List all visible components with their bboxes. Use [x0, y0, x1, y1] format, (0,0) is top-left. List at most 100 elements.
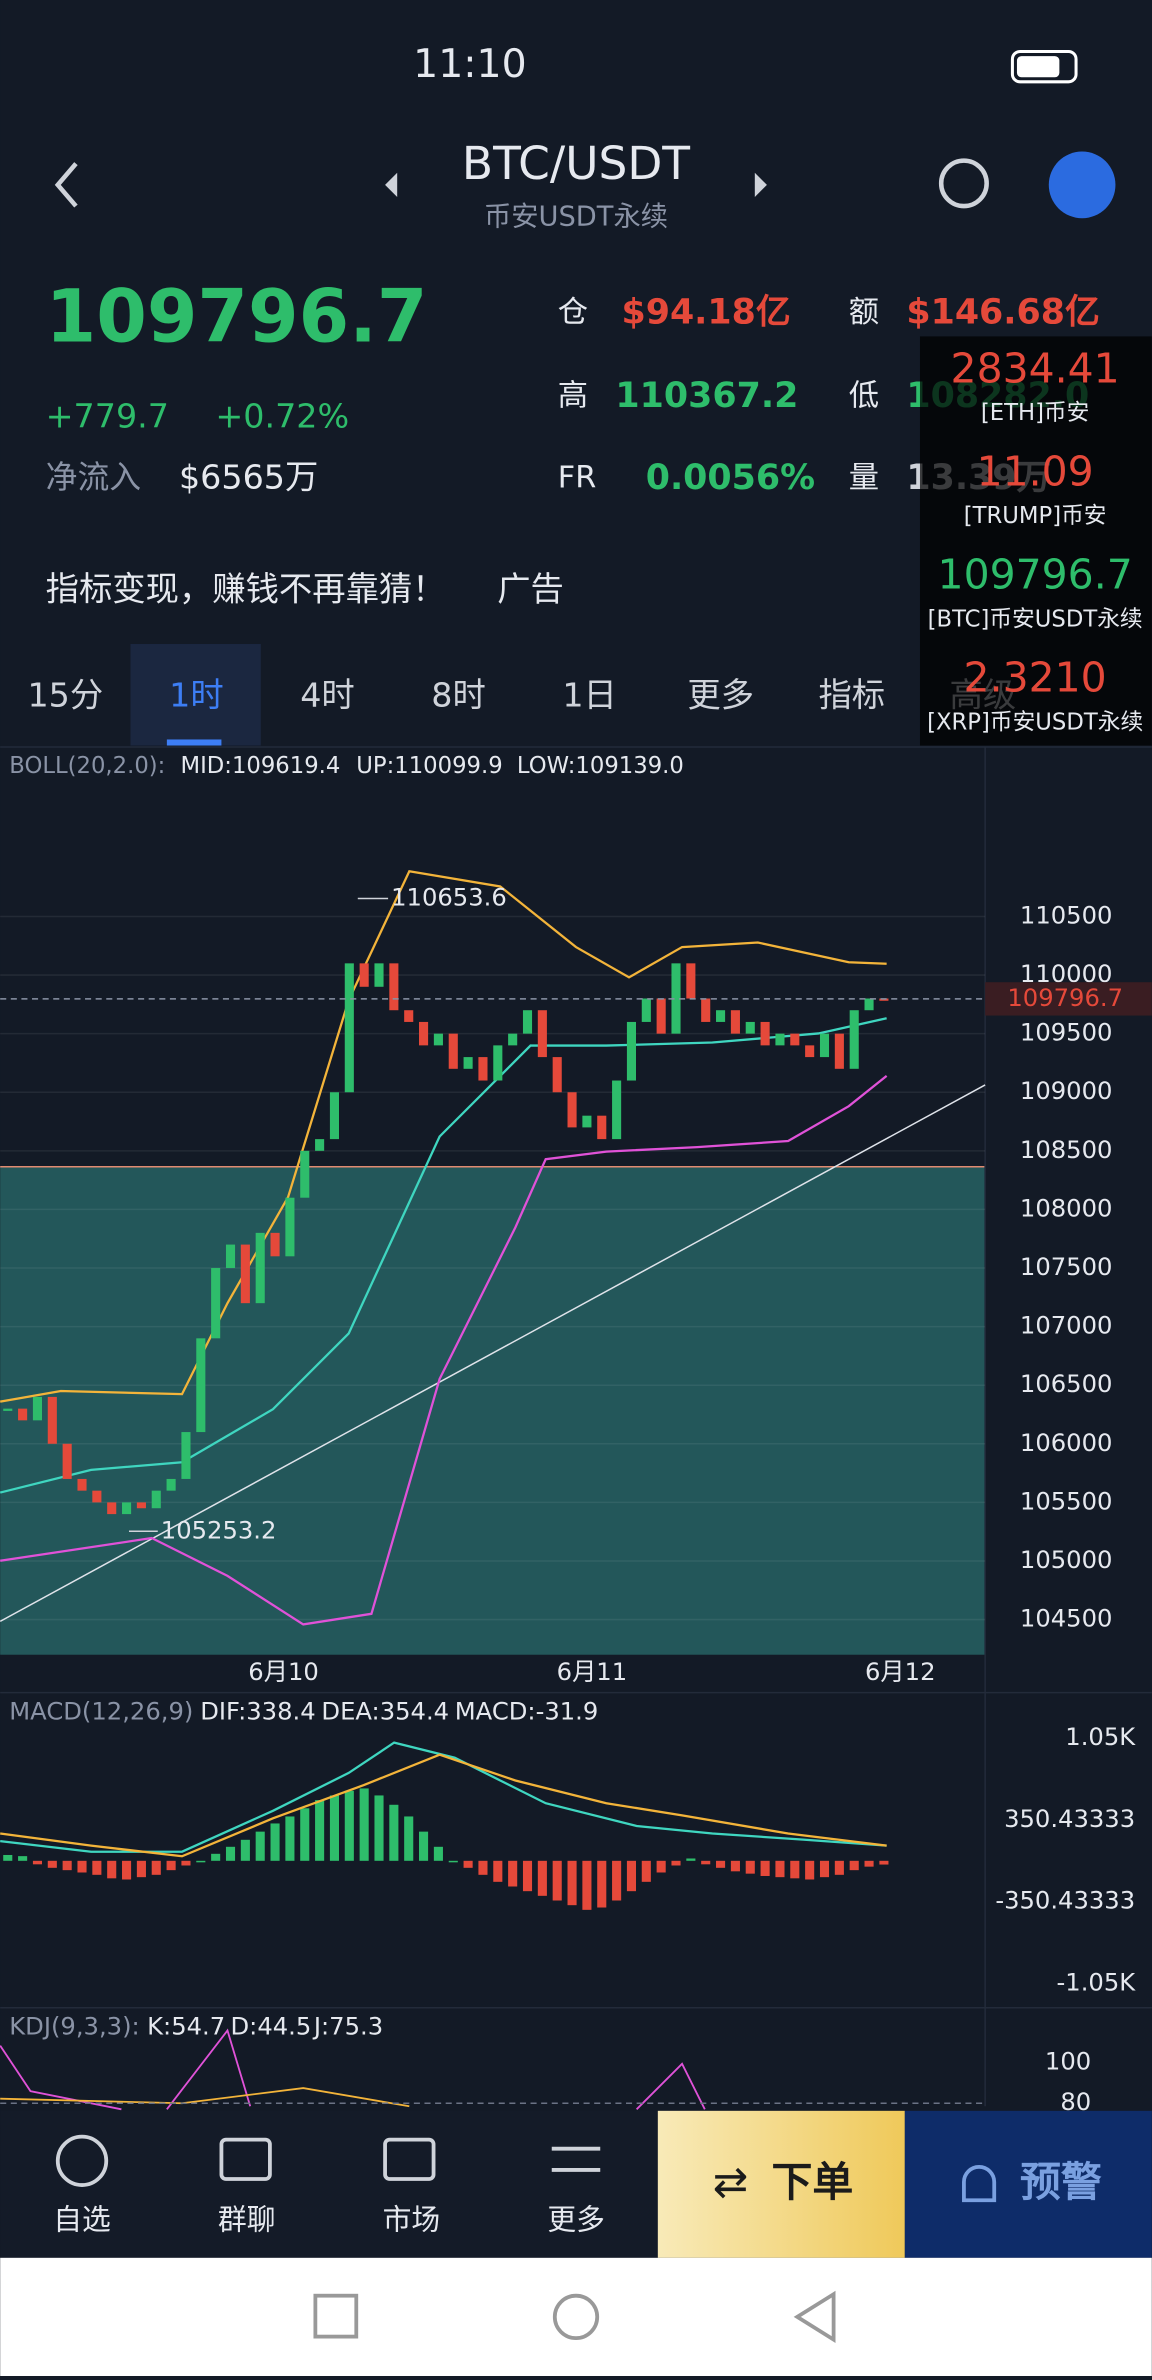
candle	[448, 1033, 458, 1069]
assistant-button[interactable]	[1048, 151, 1116, 219]
macd-bar	[656, 1860, 666, 1873]
candle	[775, 1033, 785, 1046]
nav-label[interactable]: 自选	[53, 2202, 111, 2236]
candle	[3, 1408, 13, 1411]
macd-bar	[389, 1804, 399, 1861]
macd-bar	[3, 1854, 13, 1861]
timeframe-tab[interactable]: 8时	[431, 676, 486, 715]
macd-bar	[626, 1860, 637, 1892]
macd-bar	[419, 1831, 429, 1861]
y-tick-label: 108000	[1020, 1193, 1113, 1222]
stat-label: 高	[558, 379, 588, 414]
macd-bar	[463, 1860, 473, 1868]
nav-icon	[55, 2134, 109, 2187]
nav-label[interactable]: 更多	[547, 2202, 605, 2236]
candle	[582, 1115, 592, 1128]
macd-dif-line	[0, 1741, 887, 1853]
timeframe-tab[interactable]: 更多	[687, 676, 754, 715]
y-tick-label: 1.05K	[1065, 1722, 1136, 1751]
macd-label: MACD(12,26,9)	[9, 1696, 193, 1725]
macd-value: MACD:-31.9	[455, 1696, 599, 1725]
ticker-price: 2834.41	[951, 344, 1120, 392]
candle	[730, 1010, 740, 1034]
timeframe-tab[interactable]: 1时	[169, 676, 224, 715]
candle	[62, 1443, 72, 1479]
back-button[interactable]	[54, 162, 78, 208]
candle	[285, 1197, 295, 1257]
home[interactable]	[552, 2293, 600, 2341]
nav-label[interactable]: 市场	[383, 2202, 441, 2236]
candle	[478, 1057, 488, 1081]
candle	[805, 1045, 815, 1058]
candle	[151, 1490, 161, 1509]
kdj-label: KDJ(9,3,3):	[9, 2011, 139, 2040]
kdj-k: K:54.7	[147, 2011, 225, 2040]
stat-label: 仓	[558, 295, 588, 330]
candle	[181, 1432, 191, 1479]
candle	[701, 998, 711, 1022]
timeframe-tab[interactable]: 4时	[300, 676, 355, 715]
kdj-d: D:44.5	[231, 2011, 312, 2040]
pair-subtitle: 币安USDT永续	[484, 202, 668, 233]
y-tick-label: 104500	[1020, 1604, 1113, 1633]
candle	[745, 1021, 755, 1034]
candle	[47, 1396, 57, 1444]
macd-bar	[315, 1800, 325, 1861]
candle	[211, 1268, 221, 1339]
macd-bar	[448, 1860, 458, 1863]
macd-bar	[181, 1860, 191, 1866]
timeframe-tab[interactable]: 1日	[562, 676, 617, 715]
macd-bar	[136, 1860, 146, 1878]
y-tick-label: -350.43333	[995, 1886, 1135, 1915]
candle	[552, 1057, 562, 1093]
macd-bar	[537, 1860, 547, 1896]
price-change-pct: +0.72%	[215, 397, 349, 436]
ad-text[interactable]: 指标变现，赚钱不再靠猜！	[46, 569, 446, 608]
boll-upper	[0, 870, 887, 1403]
y-tick-label: 107500	[1020, 1252, 1113, 1281]
candle	[92, 1490, 102, 1503]
price-change: +779.7	[46, 397, 169, 436]
next-pair[interactable]	[754, 172, 767, 197]
macd-bar	[404, 1816, 414, 1861]
candle	[567, 1092, 577, 1128]
candle	[107, 1502, 117, 1515]
timeframe-tab[interactable]: 15分	[27, 676, 103, 715]
recent-apps[interactable]	[313, 2293, 359, 2339]
y-tick-label: 105000	[1020, 1545, 1113, 1574]
ad-tag: 广告	[497, 569, 564, 608]
y-tick-label: 110500	[1020, 900, 1113, 929]
timeframe-tab[interactable]: 指标	[818, 676, 885, 715]
candle	[404, 1010, 414, 1022]
floating-panel	[919, 336, 1152, 746]
macd-bar	[701, 1860, 711, 1865]
candle	[359, 963, 369, 987]
pair-title: BTC/USDT	[462, 137, 690, 190]
macd-bar	[730, 1860, 740, 1872]
candle	[136, 1502, 146, 1509]
tab-underline	[166, 739, 222, 746]
y-tick-label: -1.05K	[1057, 1968, 1137, 1997]
nav-label[interactable]: 群聊	[218, 2202, 276, 2236]
back[interactable]	[793, 2290, 836, 2344]
status-time: 11:10	[413, 41, 526, 87]
macd-bar	[329, 1795, 340, 1861]
macd-bar	[805, 1860, 815, 1880]
order-button[interactable]	[657, 2110, 905, 2258]
macd-bar	[433, 1846, 443, 1861]
candle	[463, 1057, 473, 1069]
candle	[508, 1033, 518, 1046]
stat-label: 额	[849, 295, 879, 330]
search-button[interactable]	[938, 158, 989, 209]
candle	[537, 1010, 547, 1058]
candle	[686, 963, 696, 999]
macd-bar	[285, 1816, 295, 1861]
macd-bar	[508, 1860, 518, 1887]
shaded-zone	[0, 1166, 986, 1655]
alert-button[interactable]	[904, 2110, 1152, 2258]
y-tick-label: 106000	[1020, 1428, 1113, 1457]
prev-pair[interactable]	[385, 172, 398, 197]
macd-bar	[196, 1860, 206, 1863]
boll-up: UP:110099.9	[356, 753, 502, 779]
macd-bar	[122, 1860, 132, 1880]
